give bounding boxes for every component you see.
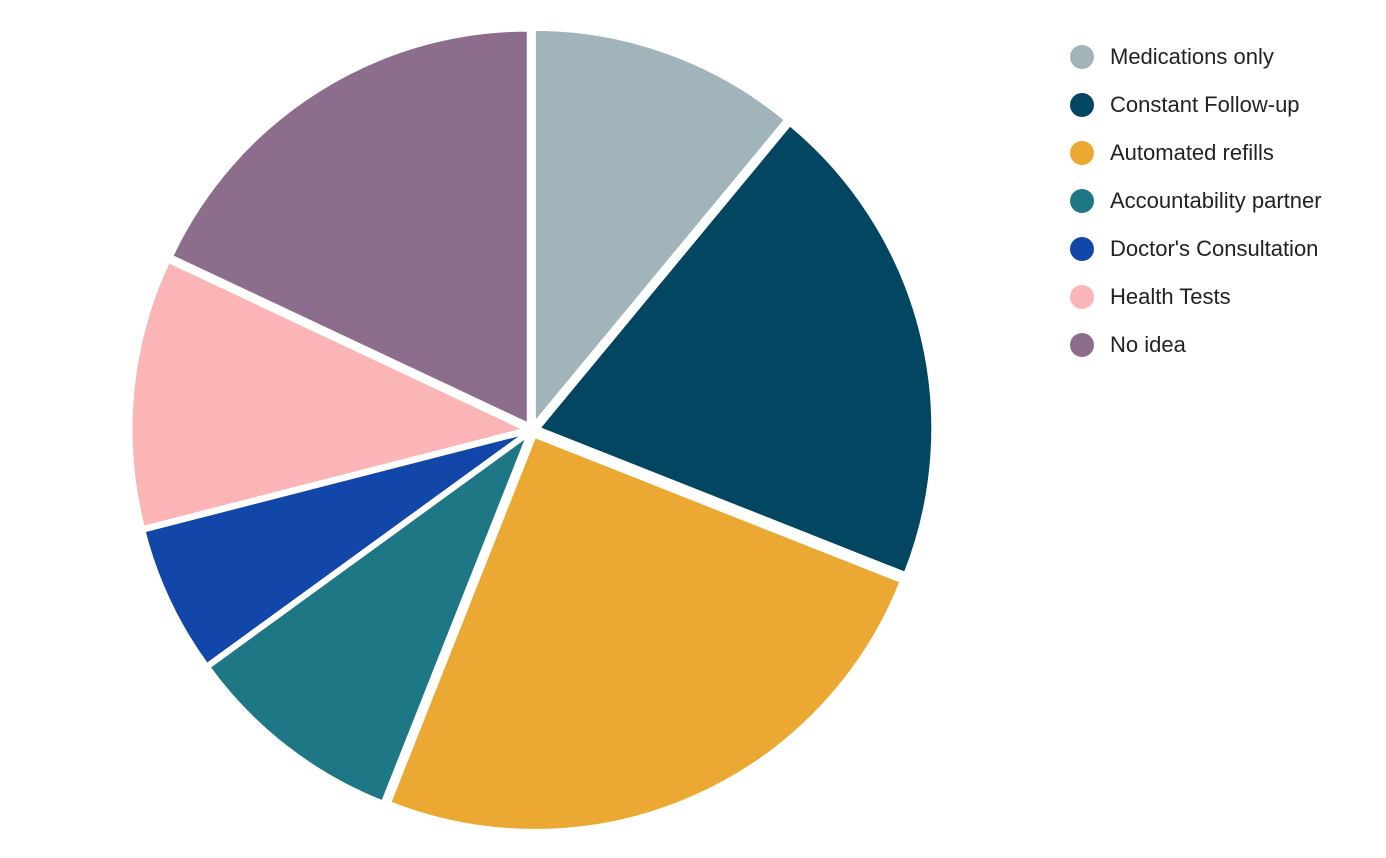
legend-swatch: [1070, 45, 1094, 69]
pie-slice: [532, 27, 788, 428]
legend-label: Accountability partner: [1110, 188, 1322, 213]
pie-slice: [387, 434, 904, 832]
pie-slice: [142, 431, 527, 667]
legend-label: Automated refills: [1110, 140, 1274, 165]
pie-slice: [129, 259, 530, 530]
legend-label: Constant Follow-up: [1110, 92, 1300, 117]
legend-label: Doctor's Consultation: [1110, 236, 1318, 261]
pie-slice: [206, 431, 532, 804]
legend-swatch: [1070, 93, 1094, 117]
legend-swatch: [1070, 189, 1094, 213]
pie-slice: [536, 122, 935, 576]
legend-swatch: [1070, 237, 1094, 261]
legend-label: No idea: [1110, 332, 1187, 357]
legend-swatch: [1070, 141, 1094, 165]
legend-swatch: [1070, 333, 1094, 357]
legend-label: Medications only: [1110, 44, 1274, 69]
legend-label: Health Tests: [1110, 284, 1231, 309]
legend-swatch: [1070, 285, 1094, 309]
pie-slice: [169, 28, 530, 427]
